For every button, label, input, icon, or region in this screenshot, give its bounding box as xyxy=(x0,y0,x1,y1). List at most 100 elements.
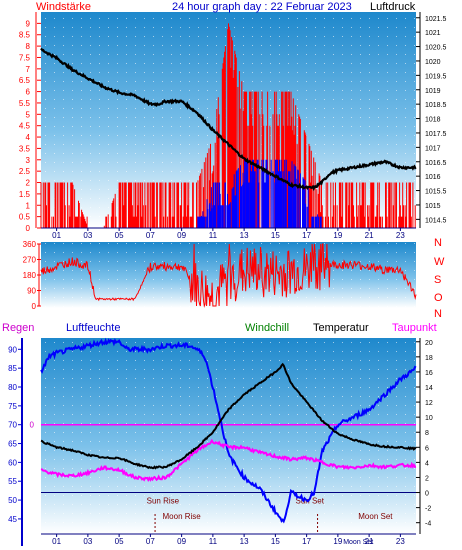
moon-set-label: Moon Set xyxy=(358,512,393,521)
pressure-tick-label: 1019.5 xyxy=(425,73,447,80)
hour-tick-label: 19 xyxy=(333,231,342,240)
wind-tick-label: 1 xyxy=(26,201,31,210)
wind-tick-label: 7 xyxy=(26,65,31,74)
hour-tick-label: 09 xyxy=(177,231,186,240)
direction-tick-label: 180 xyxy=(23,271,37,280)
hour-tick-label: 03 xyxy=(83,231,92,240)
sun-set-label: Sun Set xyxy=(296,497,325,506)
temp-tick-label: -4 xyxy=(425,521,431,528)
hour-tick-label: 17 xyxy=(302,537,311,546)
hour-tick-label: 11 xyxy=(209,231,218,240)
temp-tick-label: 18 xyxy=(425,355,433,362)
humidity-tick-label: 90 xyxy=(8,345,17,354)
luftdruck-label: Luftdruck xyxy=(370,1,416,13)
windstaerke-label: Windstärke xyxy=(36,1,91,13)
hour-tick-label: 11 xyxy=(209,537,218,546)
wind-tick-label: 5 xyxy=(26,110,31,119)
humidity-tick-label: 85 xyxy=(8,364,17,373)
moon-set-x-label: Moon Set xyxy=(343,539,373,546)
hour-tick-label: 03 xyxy=(83,537,92,546)
pressure-tick-label: 1021 xyxy=(425,30,441,37)
temp-tick-label: 6 xyxy=(425,445,429,452)
wind-speed-series xyxy=(197,159,322,228)
hour-tick-label: 13 xyxy=(240,231,249,240)
humidity-tick-label: 60 xyxy=(8,458,17,467)
sun-rise-label: Sun Rise xyxy=(147,497,180,506)
pressure-tick-label: 1014.5 xyxy=(425,217,447,224)
hour-tick-label: 15 xyxy=(271,537,280,546)
dewpoint-series xyxy=(40,438,417,483)
direction-tick-label: 360 xyxy=(23,240,37,249)
windchill-label: Windchill xyxy=(245,322,289,334)
compass-label: N xyxy=(434,237,442,249)
temp-tick-label: 16 xyxy=(425,370,433,377)
humidity-tick-label: 50 xyxy=(8,496,17,505)
hour-tick-label: 19 xyxy=(333,537,342,546)
pressure-tick-label: 1020.5 xyxy=(425,45,447,52)
hour-tick-label: 07 xyxy=(146,537,155,546)
wind-tick-label: 0 xyxy=(26,224,31,233)
compass-label: O xyxy=(434,292,443,304)
wind-tick-label: 2 xyxy=(26,179,31,188)
pressure-tick-label: 1016.5 xyxy=(425,160,447,167)
hour-tick-label: 01 xyxy=(52,537,61,546)
luftfeuchte-label: Luftfeuchte xyxy=(66,322,120,334)
temp-tick-label: 10 xyxy=(425,415,433,422)
wind-tick-label: 4.5 xyxy=(19,122,31,131)
hour-tick-label: 13 xyxy=(240,537,249,546)
graph-title: 24 hour graph day : 22 Februar 2023 xyxy=(172,1,352,13)
pressure-series xyxy=(40,47,417,192)
hour-tick-label: 15 xyxy=(271,231,280,240)
humidity-tick-label: 75 xyxy=(8,402,17,411)
compass-label: W xyxy=(434,256,445,268)
temp-tick-label: -2 xyxy=(425,506,431,513)
wind-tick-label: 5.5 xyxy=(19,99,31,108)
pressure-tick-label: 1015 xyxy=(425,203,441,210)
wind-tick-label: 8 xyxy=(26,42,31,51)
temp-tick-label: 2 xyxy=(425,475,429,482)
top-chart: 0 0.5 1 1.5 2 2.5 3 3.5 4 4.5 5 5.5 6 6.5 7 7.5 8 8.5 9 101… xyxy=(19,12,447,240)
wind-tick-label: 2.5 xyxy=(19,167,31,176)
pressure-tick-label: 1018 xyxy=(425,117,441,124)
humidity-tick-label: 55 xyxy=(8,477,17,486)
temp-tick-label: 12 xyxy=(425,400,433,407)
wind-direction-series xyxy=(40,243,417,308)
compass-label: S xyxy=(434,274,441,286)
pressure-tick-label: 1017 xyxy=(425,145,441,152)
humidity-tick-label: 45 xyxy=(8,515,17,524)
hour-tick-label: 05 xyxy=(115,537,124,546)
hour-tick-label: 09 xyxy=(177,537,186,546)
temp-tick-label: 4 xyxy=(425,460,429,467)
temp-tick-label: 14 xyxy=(425,385,433,392)
humidity-tick-label: 65 xyxy=(8,440,17,449)
taupunkt-label: Taupunkt xyxy=(392,322,437,334)
humidity-tick-label: 70 xyxy=(8,421,17,430)
wind-tick-label: 3 xyxy=(26,156,31,165)
pressure-tick-label: 1018.5 xyxy=(425,102,447,109)
temp-tick-label: 20 xyxy=(425,340,433,347)
wind-tick-label: 6 xyxy=(26,88,31,97)
hour-tick-label: 05 xyxy=(115,231,124,240)
temperature-series xyxy=(40,362,417,470)
wind-tick-label: 4 xyxy=(26,133,31,142)
regen-label: Regen xyxy=(2,322,34,334)
hour-tick-label: 07 xyxy=(146,231,155,240)
direction-tick-label: 90 xyxy=(27,287,36,296)
hour-tick-label: 23 xyxy=(396,537,405,546)
pressure-tick-label: 1020 xyxy=(425,59,441,66)
wind-tick-label: 3.5 xyxy=(19,144,31,153)
humidity-tick-label: 80 xyxy=(8,383,17,392)
pressure-tick-label: 1016 xyxy=(425,174,441,181)
wind-tick-label: 1.5 xyxy=(19,190,31,199)
direction-tick-label: 0 xyxy=(32,302,37,311)
pressure-tick-label: 1021.5 xyxy=(425,16,447,23)
wind-tick-label: 7.5 xyxy=(19,53,31,62)
wind-tick-label: 0.5 xyxy=(19,213,31,222)
wind-tick-label: 6.5 xyxy=(19,76,31,85)
moon-rise-label: Moon Rise xyxy=(163,512,202,521)
hour-tick-label: 21 xyxy=(365,231,374,240)
hour-tick-label: 01 xyxy=(52,231,61,240)
